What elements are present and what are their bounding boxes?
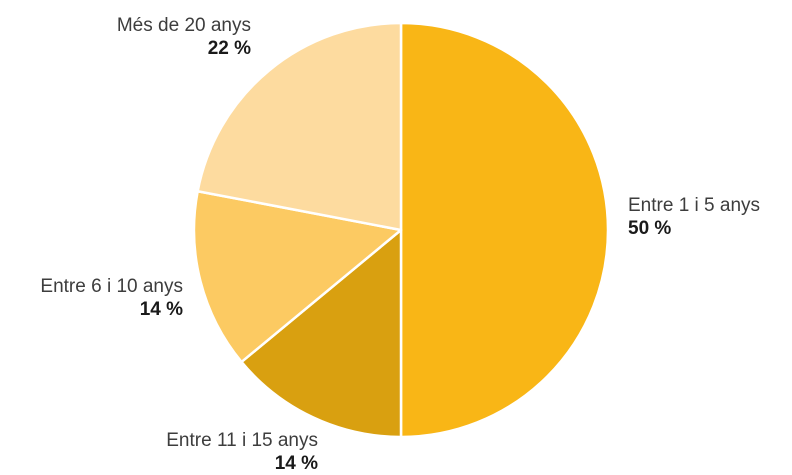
slice-name: Més de 20 anys (116, 15, 251, 36)
pie-slice-entre-1-i-5-anys (399, 21, 610, 439)
pie-slice-entre-11-i-15-anys (240, 228, 403, 439)
pie-slice-entre-6-i-10-anys (192, 189, 403, 364)
slice-name: Entre 11 i 15 anys (166, 430, 318, 451)
slice-percent: 14 % (274, 453, 318, 474)
slice-name: Entre 1 i 5 anys (628, 195, 761, 216)
slice-percent: 50 % (628, 218, 672, 239)
slice-label-entre-1-i-5-anys: Entre 1 i 5 anys 50 % (628, 194, 760, 240)
slice-label-mes-de-20-anys: Més de 20 anys 22 % (117, 14, 251, 60)
pie-slice-mes-de-20-anys (196, 21, 403, 232)
slice-percent: 22 % (207, 38, 251, 59)
slice-name: Entre 6 i 10 anys (40, 276, 183, 297)
slice-label-entre-6-i-10-anys: Entre 6 i 10 anys 14 % (40, 275, 183, 321)
slice-label-entre-11-i-15-anys: Entre 11 i 15 anys 14 % (166, 429, 318, 475)
slice-percent: 14 % (139, 299, 183, 320)
